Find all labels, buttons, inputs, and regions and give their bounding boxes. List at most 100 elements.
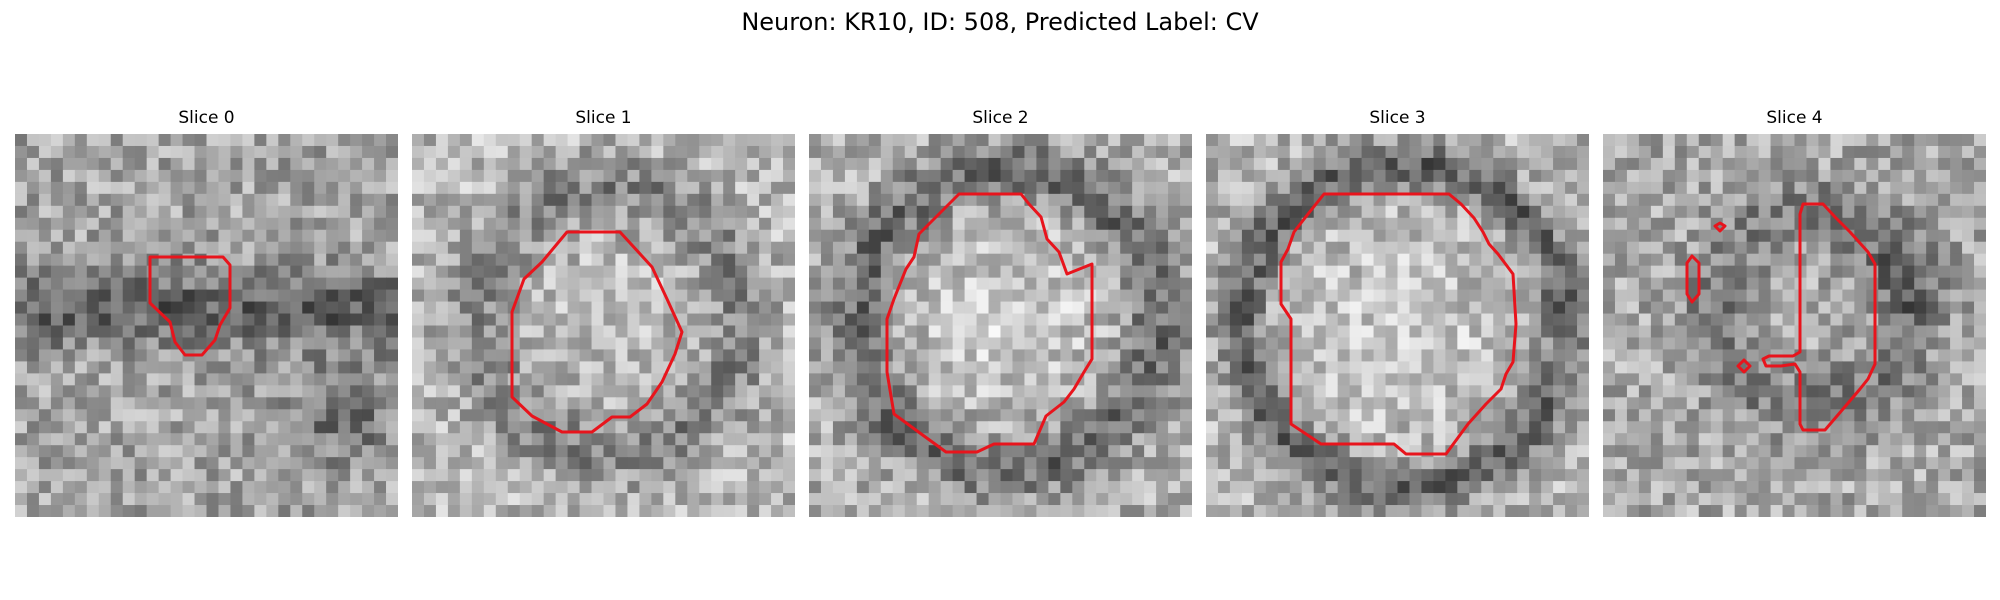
pixel (1926, 253, 1939, 267)
pixel (844, 253, 858, 267)
pixel (651, 205, 664, 219)
pixel (1373, 241, 1387, 255)
pixel (242, 193, 255, 207)
pixel (687, 457, 700, 470)
pixel (423, 433, 437, 446)
pixel (302, 289, 315, 303)
pixel (1830, 361, 1843, 374)
pixel (1421, 421, 1435, 434)
pixel (615, 181, 629, 195)
pixel (1120, 373, 1133, 386)
pixel (374, 385, 387, 398)
pixel (1457, 169, 1470, 183)
pixel (868, 229, 882, 243)
pixel (290, 134, 303, 147)
pixel (1253, 289, 1267, 303)
pixel (1445, 469, 1458, 482)
pixel (1144, 397, 1157, 410)
pixel (1565, 361, 1578, 374)
pixel (507, 217, 521, 231)
pixel (1962, 289, 1975, 303)
pixel (1108, 229, 1121, 243)
pixel (976, 385, 990, 398)
pixel (495, 157, 509, 171)
pixel (26, 265, 40, 279)
pixel (1180, 265, 1192, 279)
pixel (1048, 169, 1061, 183)
pixel (723, 265, 736, 279)
pixel (1686, 373, 1700, 386)
pixel (880, 421, 894, 434)
pixel (1445, 481, 1458, 494)
pixel (699, 421, 712, 434)
pixel (374, 241, 387, 255)
pixel (1206, 181, 1219, 195)
pixel (362, 145, 375, 159)
pixel (230, 301, 244, 315)
pixel (711, 205, 724, 219)
pixel (412, 409, 425, 422)
roi-contour (885, 192, 1094, 454)
pixel (531, 277, 545, 291)
pixel (218, 433, 232, 446)
pixel (976, 361, 990, 374)
pixel (747, 157, 760, 171)
pixel (1626, 349, 1640, 363)
pixel (1674, 169, 1688, 183)
pixel (1132, 505, 1145, 517)
pixel (1036, 301, 1049, 315)
pixel (892, 493, 906, 506)
pixel (50, 301, 64, 315)
pixel (904, 337, 918, 351)
pixel (1168, 265, 1181, 279)
pixel (1577, 373, 1589, 386)
pixel (1614, 205, 1628, 219)
pixel (591, 145, 605, 159)
pixel (1950, 277, 1963, 291)
pixel (687, 193, 700, 207)
pixel (1168, 457, 1181, 470)
pixel (1650, 445, 1664, 458)
pixel (1603, 397, 1616, 410)
pixel (1686, 169, 1700, 183)
pixel (976, 373, 990, 386)
pixel (230, 361, 244, 374)
pixel (1818, 325, 1832, 339)
pixel (1241, 409, 1255, 422)
pixel (651, 289, 664, 303)
pixel (206, 301, 220, 315)
pixel (639, 457, 652, 470)
pixel (15, 361, 28, 374)
pixel (1120, 145, 1133, 159)
pixel (1614, 301, 1628, 315)
pixel (1469, 325, 1482, 339)
pixel (15, 397, 28, 410)
pixel (1818, 289, 1832, 303)
pixel (856, 241, 870, 255)
pixel (1878, 325, 1891, 339)
pixel (146, 409, 160, 422)
pixel (218, 181, 232, 195)
pixel (1926, 145, 1939, 159)
pixel (1024, 289, 1038, 303)
pixel (1469, 361, 1482, 374)
pixel (1168, 421, 1181, 434)
pixel (1096, 301, 1109, 315)
pixel (1674, 421, 1688, 434)
pixel (459, 469, 473, 482)
pixel (639, 469, 652, 482)
pixel (1806, 313, 1820, 327)
pixel (1217, 325, 1231, 339)
pixel (1313, 134, 1327, 147)
pixel (1962, 181, 1975, 195)
pixel (1770, 277, 1784, 291)
pixel (1241, 205, 1255, 219)
pixel (723, 277, 736, 291)
pixel (1938, 337, 1951, 351)
pixel (1650, 325, 1664, 339)
pixel (1878, 349, 1891, 363)
pixel (314, 229, 327, 243)
pixel (1144, 421, 1157, 434)
pixel (723, 337, 736, 351)
pixel (747, 169, 760, 183)
